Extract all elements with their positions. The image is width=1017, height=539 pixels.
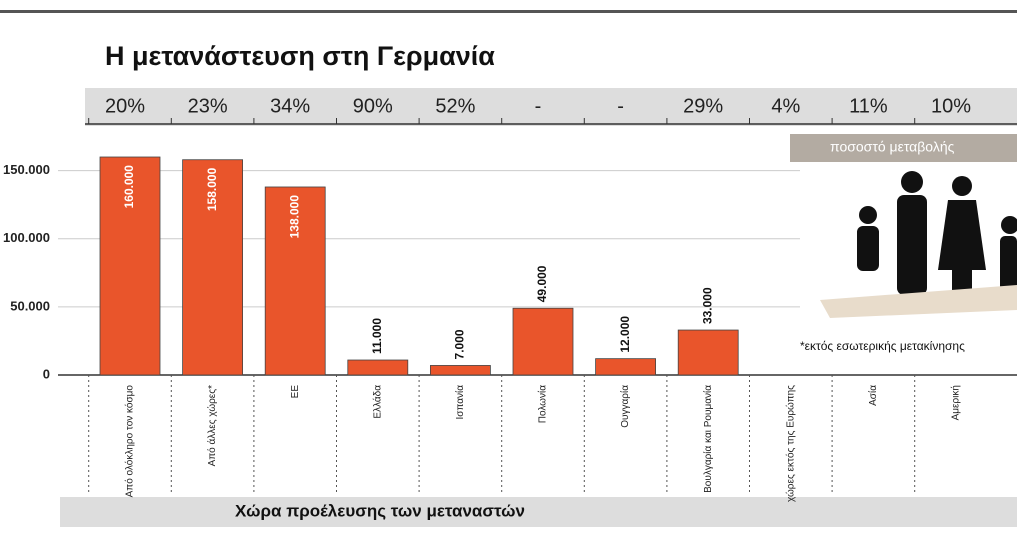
bar: [264, 186, 326, 376]
x-tick-label: Ουγγαρία: [619, 385, 631, 428]
y-tick-label: 100.000: [3, 230, 50, 245]
y-tick-label: 0: [43, 366, 50, 381]
xlabel-band: [60, 497, 1017, 527]
bar: [512, 307, 574, 376]
x-tick-label: Ισπανία: [454, 385, 466, 420]
value-label: 33.000: [700, 287, 714, 324]
change-value: 52%: [435, 95, 475, 117]
note: *εκτός εσωτερικής μετακίνησης: [800, 339, 965, 353]
change-band: [85, 88, 1017, 126]
value-label: 158.000: [205, 167, 219, 211]
value-label: 138.000: [287, 195, 301, 239]
bar: [99, 156, 161, 376]
bar: [347, 359, 409, 376]
change-value: 90%: [353, 95, 393, 117]
x-tick-label: Από άλλες χώρες*: [206, 385, 218, 467]
bar: [182, 159, 244, 376]
value-label: 7.000: [453, 329, 467, 359]
bar: [677, 329, 739, 376]
value-label: 49.000: [535, 265, 549, 302]
shadow: [820, 285, 1017, 318]
change-label-box: [790, 134, 1017, 162]
bar: [595, 358, 656, 376]
x-axis-label: Χώρα προέλευσης των μεταναστών: [235, 501, 525, 520]
x-tick-label: Ασία: [867, 385, 879, 406]
top-rule: [0, 10, 1017, 13]
x-tick-label: Βουλγαρία και Ρουμανία: [702, 385, 714, 493]
x-tick-label: Ελλάδα: [371, 385, 383, 419]
change-value: 23%: [188, 95, 228, 117]
y-tick-label: 150.000: [3, 162, 50, 177]
change-value: 10%: [931, 95, 971, 117]
value-label: 160.000: [122, 165, 136, 209]
x-tick-label: Πολωνία: [537, 385, 549, 423]
change-value: 29%: [683, 95, 723, 117]
value-label: 11.000: [370, 318, 384, 354]
change-label: ποσοστό μεταβολής: [830, 139, 955, 155]
value-label: 12.000: [618, 316, 632, 353]
family-silhouette: [857, 171, 1017, 296]
bar: [429, 365, 491, 376]
change-value: 20%: [105, 95, 145, 117]
change-value: 11%: [849, 95, 888, 117]
change-value: -: [535, 95, 542, 117]
x-tick-label: ΕΕ: [290, 385, 301, 399]
x-tick-label: Από ολόκληρο τον κόσμο: [124, 385, 136, 498]
chart-title: Η μετανάστευση στη Γερμανία: [105, 41, 495, 71]
x-tick-label: Αμερική: [950, 385, 962, 420]
y-tick-label: 50.000: [10, 298, 50, 313]
change-value: 4%: [771, 95, 800, 117]
change-value: 34%: [270, 95, 310, 117]
x-tick-label: χώρες εκτός της Ευρώπης: [784, 385, 796, 502]
change-value: -: [617, 95, 624, 117]
